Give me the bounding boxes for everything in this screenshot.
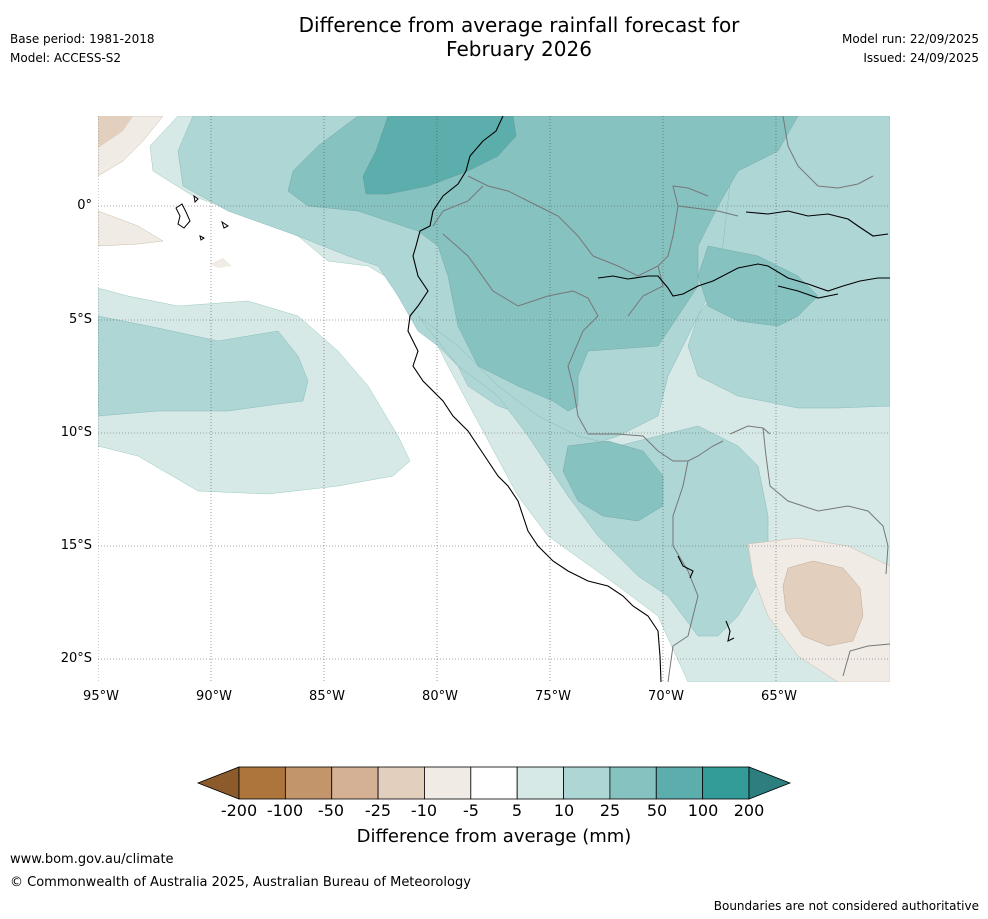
colorbar-swatch	[609, 766, 657, 800]
colorbar-label: -5	[463, 801, 479, 820]
colorbar-swatch	[284, 766, 333, 800]
colorbar-label: 25	[599, 801, 621, 820]
colorbar-swatch	[516, 766, 564, 800]
colorbar-swatches	[238, 766, 750, 800]
lon-label: 90°W	[196, 689, 232, 704]
colorbar-label: 10	[553, 801, 575, 820]
contour-brown-5-small	[98, 210, 164, 247]
rainfall-map	[98, 116, 890, 682]
colorbar-label: -25	[364, 801, 392, 820]
contour-teal-25-main	[287, 116, 799, 412]
title-line-1: Difference from average rainfall forecas…	[298, 13, 740, 37]
colorbar-label: 200	[733, 801, 765, 820]
lon-label: 65°W	[761, 689, 797, 704]
contour-brown-5-dot	[210, 258, 232, 268]
colorbar-swatch	[238, 766, 286, 800]
colorbar-label: -10	[410, 801, 438, 820]
lat-label: 5°S	[68, 312, 92, 327]
contour-teal-10-west	[98, 315, 309, 417]
disclaimer-text: Boundaries are not considered authoritat…	[713, 899, 979, 913]
colorbar-label: -200	[220, 801, 258, 820]
colorbar-label: 100	[687, 801, 719, 820]
colorbar-swatch	[563, 766, 611, 800]
lat-label: 15°S	[60, 538, 92, 553]
contour-teal-50	[362, 116, 517, 195]
lat-label: 0°	[77, 198, 92, 213]
contour-teal-25-south	[562, 440, 664, 522]
colorbar-label: 50	[646, 801, 668, 820]
colorbar-label: -50	[317, 801, 345, 820]
lon-label: 95°W	[83, 689, 119, 704]
copyright-text: © Commonwealth of Australia 2025, Austra…	[10, 875, 471, 890]
colorbar	[196, 766, 792, 800]
galapagos-islands	[175, 194, 229, 241]
contour-teal-10-east	[687, 116, 890, 409]
lat-label: 20°S	[60, 651, 92, 666]
colorbar-swatch	[377, 766, 425, 800]
lon-label: 75°W	[535, 689, 571, 704]
colorbar-swatch	[470, 766, 518, 800]
colorbar-swatch	[424, 766, 472, 800]
colorbar-high-extend	[748, 766, 792, 800]
colorbar-label: 5	[511, 801, 523, 820]
lon-label: 70°W	[648, 689, 684, 704]
colorbar-title: Difference from average (mm)	[356, 826, 632, 847]
website-link[interactable]: www.bom.gov.au/climate	[10, 852, 174, 867]
colorbar-swatch	[655, 766, 704, 800]
lat-label: 10°S	[60, 425, 92, 440]
contour-teal-25-east	[697, 245, 819, 327]
contour-brown-10-nw	[98, 116, 133, 148]
page-title: Difference from average rainfall forecas…	[0, 13, 988, 61]
country-boundaries	[432, 116, 890, 682]
colorbar-swatch	[331, 766, 379, 800]
lon-label: 85°W	[309, 689, 345, 704]
colorbar-low-extend	[196, 766, 240, 800]
base-period-label: Base period: 1981-2018	[10, 32, 155, 46]
colorbar-label: -100	[266, 801, 304, 820]
contour-brown-10-ne	[782, 560, 864, 647]
coastline	[407, 116, 890, 682]
colorbar-swatch	[702, 766, 750, 800]
title-line-2: February 2026	[446, 37, 592, 61]
graticule	[98, 116, 890, 682]
model-label: Model: ACCESS-S2	[10, 51, 122, 65]
model-run-label: Model run: 22/09/2025	[841, 32, 979, 46]
issued-label: Issued: 24/09/2025	[863, 51, 979, 65]
lon-label: 80°W	[422, 689, 458, 704]
